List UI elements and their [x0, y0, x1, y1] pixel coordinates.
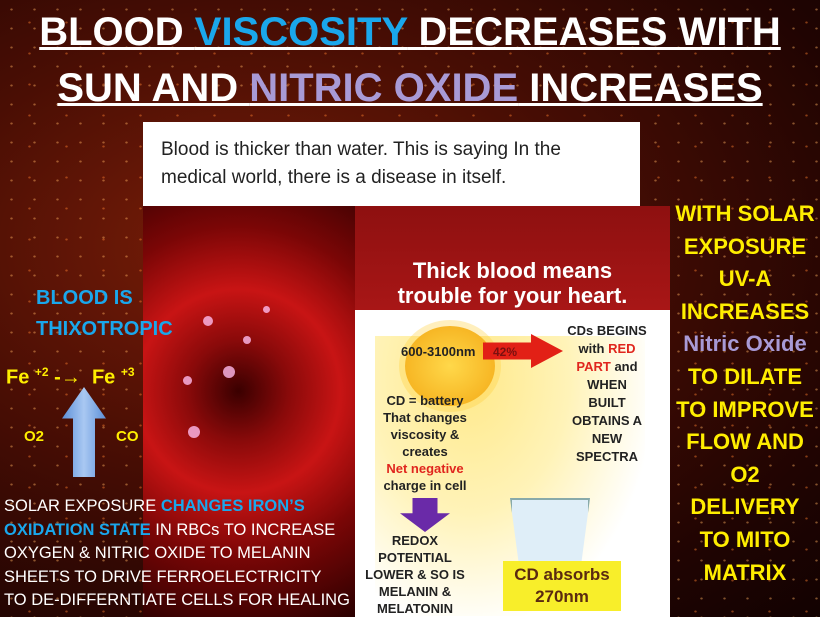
text-line: Net negative [386, 461, 464, 476]
text: Fe [6, 366, 30, 389]
text-line: THIXOTROPIC [36, 318, 173, 340]
text: Fe [91, 366, 116, 389]
cds-text: CDs BEGINS with RED PART and WHEN BUILT … [547, 322, 667, 466]
title-line-2: SUN AND NITRIC OXIDE INCREASES [0, 66, 820, 111]
text-line: viscosity & [390, 427, 460, 442]
text-line: BUILT [588, 395, 626, 410]
text-line: TO MITO [699, 526, 791, 552]
text: CHANGES IRON’S [160, 497, 305, 515]
title-viscosity: VISCOSITY [194, 10, 408, 54]
text: and [610, 359, 638, 374]
blood-cell [183, 376, 192, 385]
redox-text: REDOX POTENTIAL LOWER & SO IS MELANIN & … [355, 532, 475, 617]
panel-header: Thick blood means trouble for your heart. [355, 206, 670, 310]
text-line: INCREASES [680, 298, 810, 324]
text-line: SHEETS TO DRIVE FERROELECTRICITY [4, 567, 322, 586]
co-label: CO [116, 428, 139, 445]
o2-label: O2 [24, 428, 45, 445]
title-text: INCREASES [518, 66, 763, 110]
text-line: OBTAINS A [571, 413, 643, 428]
blood-vessel-image [143, 206, 355, 617]
text: SOLAR EXPOSURE [4, 497, 161, 515]
text: -→ [54, 366, 81, 389]
title-nitric-oxide: NITRIC OXIDE [249, 66, 519, 110]
blood-cell [223, 366, 235, 378]
bottom-caption: SOLAR EXPOSURE CHANGES IRON’S OXIDATION … [4, 495, 350, 613]
title-text: BLOOD [39, 10, 195, 54]
text-line: creates [402, 444, 448, 459]
text: RED [608, 341, 636, 356]
text-line: POTENTIAL [378, 550, 452, 565]
text-line: CD absorbs [514, 565, 610, 584]
text-line: TO IMPROVE [676, 396, 814, 422]
text-line: BLOOD IS [36, 287, 133, 309]
blood-cell [263, 306, 270, 313]
text: IN RBCs TO INCREASE [150, 520, 336, 539]
text-line: MELANIN & [378, 584, 452, 599]
text-line: DELIVERY [690, 494, 800, 520]
blood-cell [243, 336, 251, 344]
text-line: LOWER & SO IS [365, 567, 465, 582]
sun-icon [405, 326, 495, 406]
quote-box: Blood is thicker than water. This is say… [143, 122, 640, 206]
percent-label: 42% [493, 345, 518, 359]
header-line: Thick blood means [412, 258, 613, 283]
text-line: That changes [383, 410, 467, 425]
text-line: UV-A [718, 266, 772, 292]
cd-absorbs-box: CD absorbs 270nm [503, 561, 621, 611]
text-line: Nitric Oxide [683, 331, 807, 357]
text-line: charge in cell [383, 478, 467, 493]
right-column-text: WITH SOLAR EXPOSURE UV-A INCREASES Nitri… [670, 198, 820, 589]
blood-cell [203, 316, 213, 326]
text-line: WHEN [587, 377, 627, 392]
text-line: MELATONIN [376, 601, 454, 616]
text-line: 270nm [535, 587, 589, 606]
text-line: CDs BEGINS [567, 323, 647, 338]
title-line-1: BLOOD VISCOSITY DECREASES WITH [0, 10, 820, 55]
text-line: O2 [730, 461, 760, 487]
text-line: REDOX [391, 533, 439, 548]
text-line: NEW [591, 431, 623, 446]
text-line: CD = battery [386, 393, 464, 408]
text: OXIDATION STATE [4, 520, 151, 539]
iron-equation: Fe +2 -→ Fe +3 [6, 365, 135, 390]
cd-battery-text: CD = battery That changes viscosity & cr… [365, 392, 485, 494]
text-line: MATRIX [703, 559, 787, 585]
blood-cell [188, 426, 200, 438]
text-line: TO DILATE [687, 363, 803, 389]
text: +3 [120, 365, 135, 379]
heart-info-panel: Thick blood means trouble for your heart.… [355, 206, 670, 617]
header-line: trouble for your heart. [397, 283, 628, 308]
text: with [578, 341, 609, 356]
text-line: OXYGEN & NITRIC OXIDE TO MELANIN [4, 544, 311, 562]
text-line: TO DE-DIFFERNTIATE CELLS FOR HEALING [4, 591, 350, 609]
thixotropic-label: BLOOD IS THIXOTROPIC [36, 283, 173, 345]
text: +2 [34, 365, 49, 379]
text-line: EXPOSURE [683, 233, 807, 259]
sun-label: 600-3100nm [401, 344, 476, 359]
text: PART [576, 359, 611, 374]
text-line: FLOW AND [686, 429, 804, 455]
title-text: SUN AND [57, 66, 250, 110]
title-text: DECREASES WITH [407, 10, 781, 54]
text-line: WITH SOLAR [675, 201, 815, 226]
text-line: SPECTRA [575, 449, 639, 464]
